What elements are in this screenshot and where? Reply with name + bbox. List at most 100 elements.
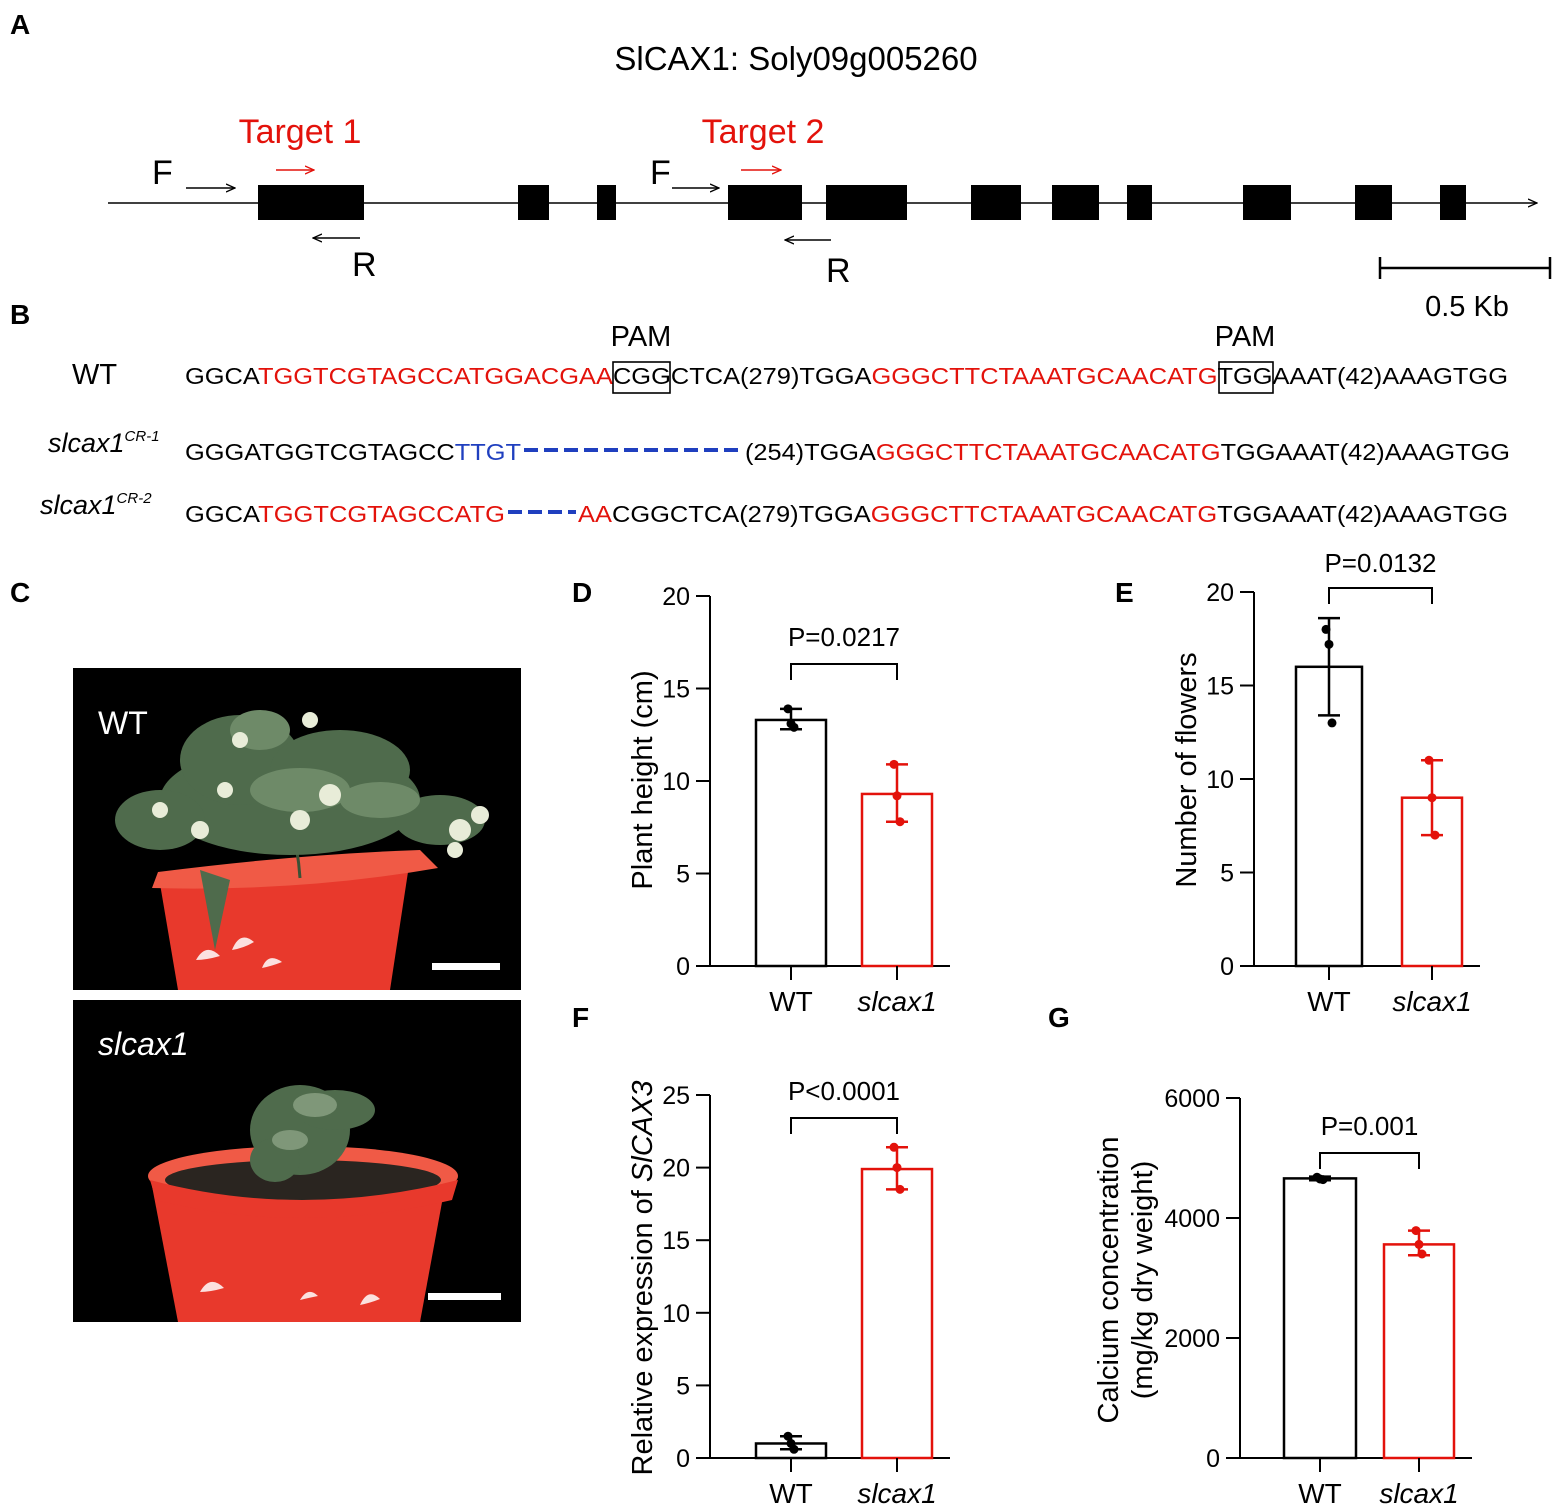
chart-d-y-axis-title: Plant height (cm) [627,670,659,889]
cr2-sequence-segment: GGCA [185,501,261,527]
panel-label-e: E [1115,577,1134,608]
chart-g-x-label-wt: WT [1298,1478,1342,1508]
chart-f-y-tick-label: 20 [662,1155,690,1183]
chart-g-bar-slcax1 [1382,1243,1456,1460]
pam-label-1: PAM [611,321,672,353]
chart-d-bar-wt [754,718,828,968]
chart-f-data-point [895,1184,905,1194]
cr1-sequence-label: slcax1CR-1 [48,428,160,458]
chart-g-y-axis-title: Calcium concentration [1093,1137,1125,1424]
chart-g-significance-bracket [1319,1152,1420,1169]
chart-e-data-point [1321,624,1331,634]
cr2-sequence-end: AA CGGCTCA(279)TGGA GGGCTTCTAAATGCAACATG TG… [578,501,1508,527]
slcax1-photo-scale-bar [428,1293,501,1300]
target-1-label: Target 1 [239,113,362,151]
slcax1-plant-photo [73,1000,521,1322]
chart-g-bar-wt [1282,1177,1358,1460]
wt-sequence-segment: TGG [1217,363,1272,389]
chart-f-y-axis-title-main: Relative expression of [627,1182,659,1475]
exon [971,185,1021,220]
chart-e-y-tick-label: 20 [1206,579,1234,607]
chart-d-y-tick-label: 20 [662,583,690,611]
chart-d-y-tick-label: 15 [662,676,690,704]
chart-f-significance-bracket [790,1117,898,1134]
chart-f-y-axis-title-gene: SlCAX3 [627,1081,659,1183]
panel-label-c: C [10,577,30,608]
wt-sequence-segment: AAAT(42)AAAGTGG [1273,363,1508,389]
pam-box-1 [612,361,671,394]
chart-e-data-point [1327,718,1337,728]
chart-f-y-axis-title: Relative expression of SlCAX3 [627,1081,659,1476]
chart-f-data-point [889,1142,899,1152]
chart-g-data-point [1411,1226,1421,1236]
chart-f-y-tick-label: 15 [662,1227,690,1255]
chart-f-x-label-slcax1: slcax1 [857,1478,936,1508]
chart-g-y-tick-label: 4000 [1164,1205,1220,1233]
wt-sequence-label: WT [72,359,117,391]
chart-d-p-value: P=0.0217 [788,622,900,652]
chart-f-bar-slcax1 [860,1167,934,1460]
chart-e-y-tick-label: 0 [1220,953,1234,981]
chart-f-data-point [789,1444,799,1454]
chart-e-y-tick-label: 5 [1220,860,1234,888]
chart-g-y-tick-label: 2000 [1164,1325,1220,1353]
chart-d-y-tick-label: 0 [676,953,690,981]
chart-e-data-point [1324,639,1334,649]
chart-d-data-point [789,722,799,732]
exon [1243,185,1291,220]
exon [1052,185,1099,220]
chart-d-y-tick-label: 10 [662,768,690,796]
chart-e-significance-bracket [1328,587,1433,604]
cr1-sequence-segment: TGGAAAT(42)AAAGTGG [1221,439,1510,465]
exon [597,185,616,220]
wt-sequence-segment: GGGCTTCTAAATGCAACATG [871,363,1217,389]
chart-d-data-point [892,791,902,801]
exon [1440,185,1466,220]
chart-number-of-flowers: 0 5 10 15 20 WT slcax1 P=0.0132 [1206,548,1480,1017]
chart-plant-height: 0 5 10 15 20 WT slcax1 P=0.0217 [662,583,950,1017]
chart-g-x-label-slcax1: slcax1 [1379,1478,1458,1508]
pam-box-2 [1218,361,1274,394]
chart-f-y-tick-label: 0 [676,1445,690,1473]
wt-photo-scale-bar [432,963,500,970]
cr2-sequence-segment: TGGAAAT(42)AAAGTGG [1217,501,1508,527]
chart-e-data-point [1430,830,1440,840]
exon [1355,185,1392,220]
scale-bar-label: 0.5 Kb [1425,291,1509,323]
cr1-sequence-end: (254)TGGA GGGCTTCTAAATGCAACATG TGGAAAT(42)… [745,439,1510,465]
chart-g-data-point [1417,1249,1427,1259]
exon [258,185,364,220]
reverse-primer-1-label: R [352,246,377,284]
chart-e-x-label-wt: WT [1307,986,1351,1017]
exon [518,185,549,220]
exon [1127,185,1152,220]
chart-d-significance-bracket [790,663,898,680]
cr1-sequence-segment: GGGCTTCTAAATGCAACATG [876,439,1221,465]
chart-f-y-tick-label: 5 [676,1372,690,1400]
chart-e-y-axis-title: Number of flowers [1171,652,1203,887]
forward-primer-1-label: F [152,154,173,192]
cr1-sequence-segment: (254)TGGA [745,439,877,465]
chart-d-data-point [889,759,899,769]
cr1-sequence-start: GGGATGGTCGTAGCC TTGT [185,439,521,465]
panel-label-b: B [10,299,30,330]
chart-d-y-tick-label: 5 [676,861,690,889]
gene-title: SlCAX1: Soly09g005260 [614,40,977,77]
chart-calcium-concentration: 0 2000 4000 6000 WT slcax1 P=0.001 [1164,1085,1472,1508]
forward-primer-2-label: F [650,154,671,192]
chart-e-y-tick-label: 10 [1206,766,1234,794]
chart-e-data-point [1424,755,1434,765]
cr2-sequence-label: slcax1CR-2 [40,490,152,520]
chart-g-y-axis-title-unit: (mg/kg dry weight) [1127,1161,1159,1400]
cr2-sequence-segment: TGGTCGTAGCCATG [258,501,505,527]
exon [728,185,802,220]
panel-label-a: A [10,9,30,40]
slcax1-photo-label: slcax1 [98,1026,189,1062]
cr1-sequence-segment: TTGT [455,439,521,465]
chart-d-data-point [895,817,905,827]
chart-d-x-label-slcax1: slcax1 [857,986,936,1017]
panel-label-f: F [572,1002,589,1033]
wt-sequence: GGCA TGGTCGTAGCCATGGACGAA CGG CTCA(279)TGGA… [185,363,1508,389]
chart-relative-expression: 0 5 10 15 20 25 WT slcax1 P<0.0001 [662,1076,950,1508]
